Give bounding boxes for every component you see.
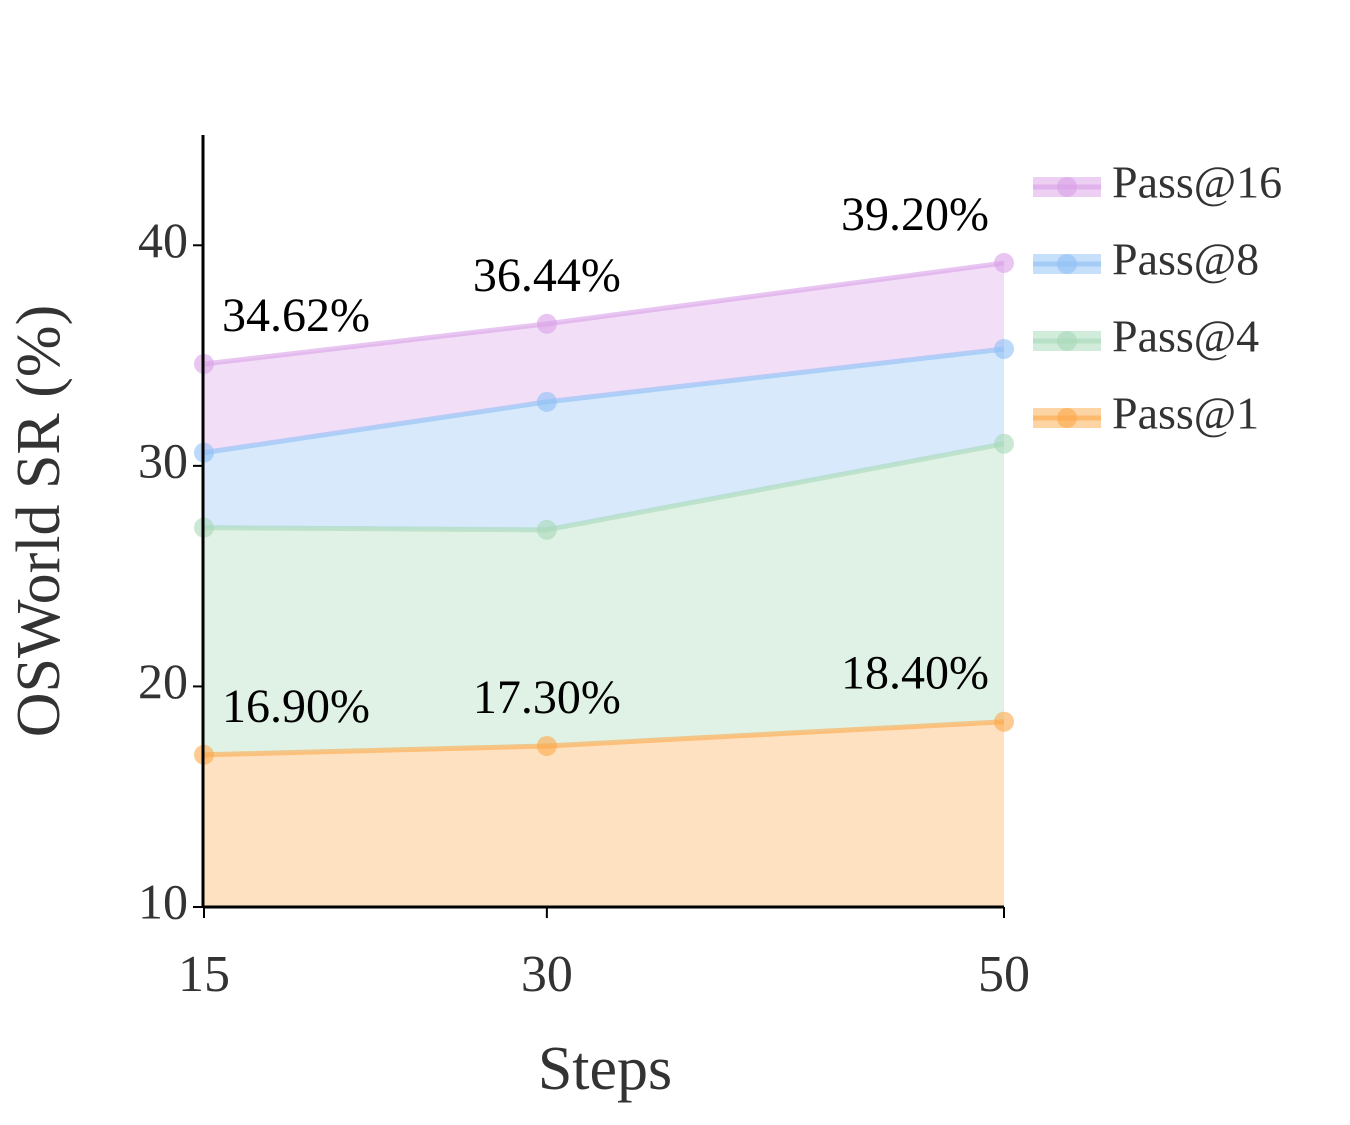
marker [536,313,557,334]
marker [536,735,557,756]
y-axis-label: OSWorld SR (%) [5,305,73,737]
marker [994,433,1014,454]
y-tick-label: 20 [138,653,188,709]
legend-label: Pass@8 [1112,234,1259,285]
marker [994,338,1014,359]
legend-marker [1057,177,1077,197]
x-tick-label: 30 [521,946,573,1003]
x-tick-label: 15 [178,946,230,1003]
area-underlay [204,721,1004,907]
x-axis-label: Steps [538,1035,672,1103]
legend-marker [1057,254,1077,274]
y-tick-label: 40 [138,212,188,268]
marker [994,252,1014,273]
data-label: 18.40% [841,647,989,700]
marker [536,519,557,540]
marker [994,711,1014,732]
x-tick-label: 50 [978,946,1030,1003]
data-label: 36.44% [473,249,621,302]
legend-label: Pass@4 [1112,311,1259,362]
legend-marker [1057,408,1077,428]
area [204,721,1004,907]
data-label: 34.62% [222,289,370,342]
legend-marker [1057,331,1077,351]
data-label: 39.20% [841,188,989,241]
y-tick-label: 10 [138,873,188,929]
marker [536,391,557,412]
legend-label: Pass@1 [1112,388,1259,439]
legend-label: Pass@16 [1112,157,1282,208]
y-tick-label: 30 [138,432,188,488]
data-label: 16.90% [222,680,370,733]
data-label: 17.30% [473,671,621,724]
